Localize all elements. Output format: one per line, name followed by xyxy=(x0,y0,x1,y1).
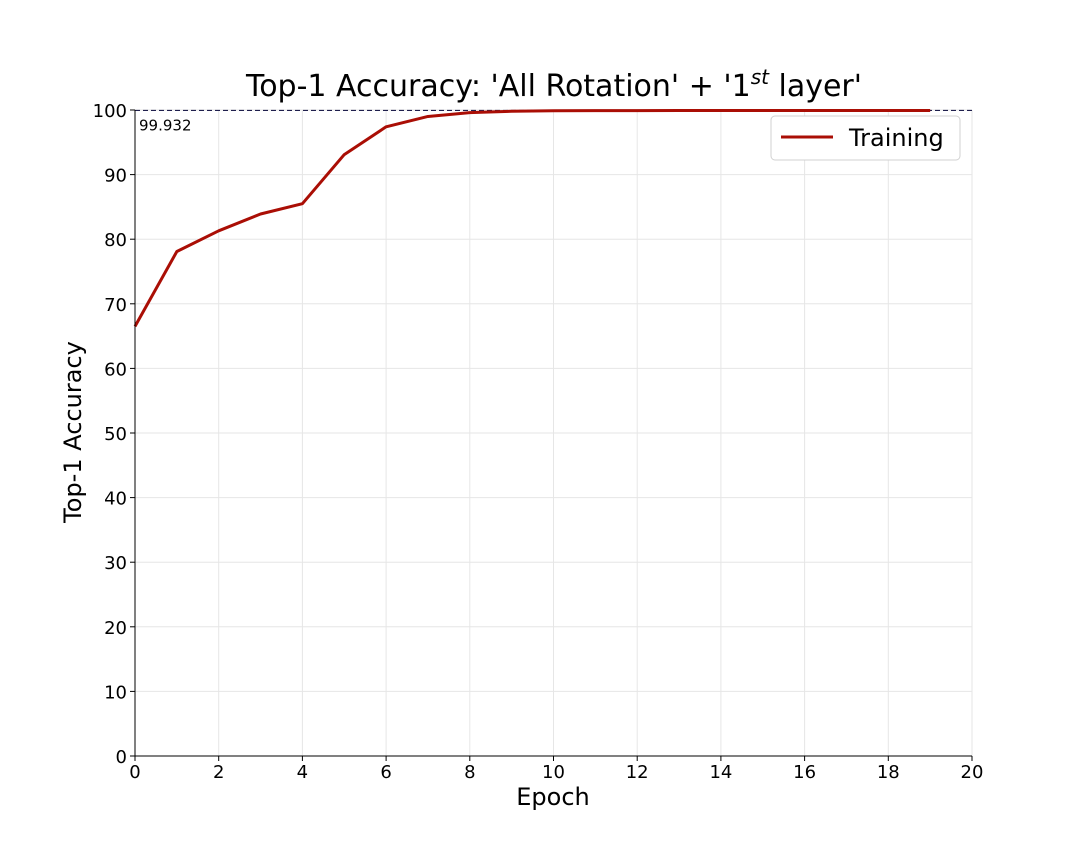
x-tick-label: 16 xyxy=(793,762,816,783)
x-tick-label: 0 xyxy=(129,762,140,783)
y-tick-label: 40 xyxy=(104,489,127,510)
series-line-training xyxy=(133,108,931,328)
x-tick-label: 4 xyxy=(297,762,308,783)
y-tick-label: 70 xyxy=(104,295,127,316)
reference-line-label: 99.932 xyxy=(139,116,192,134)
ticks-group: 0 2 4 6 8 10 12 14 16 18 20 0 10 20 30 40 50 60 70 80 90 100 xyxy=(93,101,984,783)
x-tick-label: 12 xyxy=(626,762,649,783)
y-tick-label: 80 xyxy=(104,230,127,251)
chart-title-superscript: st xyxy=(751,65,770,89)
x-tick-label: 14 xyxy=(709,762,732,783)
y-tick-label: 10 xyxy=(104,682,127,703)
series-group xyxy=(133,108,931,328)
y-tick-label: 20 xyxy=(104,618,127,639)
x-tick-label: 20 xyxy=(961,762,984,783)
legend-label-training: Training xyxy=(848,124,944,152)
x-tick-label: 8 xyxy=(464,762,475,783)
legend: Training xyxy=(770,115,961,161)
y-tick-label: 60 xyxy=(104,359,127,380)
x-tick-label: 6 xyxy=(380,762,391,783)
chart-title-tail: layer' xyxy=(769,69,862,104)
y-axis-label: Top-1 Accuracy xyxy=(59,341,87,524)
chart-title: Top-1 Accuracy: 'All Rotation' + '1st la… xyxy=(245,65,862,104)
x-tick-label: 2 xyxy=(213,762,224,783)
x-tick-label: 10 xyxy=(542,762,565,783)
y-tick-label: 100 xyxy=(93,101,127,122)
y-tick-label: 0 xyxy=(116,747,127,768)
x-tick-label: 18 xyxy=(877,762,900,783)
y-tick-label: 30 xyxy=(104,553,127,574)
y-tick-label: 90 xyxy=(104,166,127,187)
y-tick-label: 50 xyxy=(104,424,127,445)
chart-title-main: Top-1 Accuracy: 'All Rotation' + '1 xyxy=(245,69,751,104)
legend-frame xyxy=(770,115,961,161)
x-axis-label: Epoch xyxy=(516,783,590,811)
